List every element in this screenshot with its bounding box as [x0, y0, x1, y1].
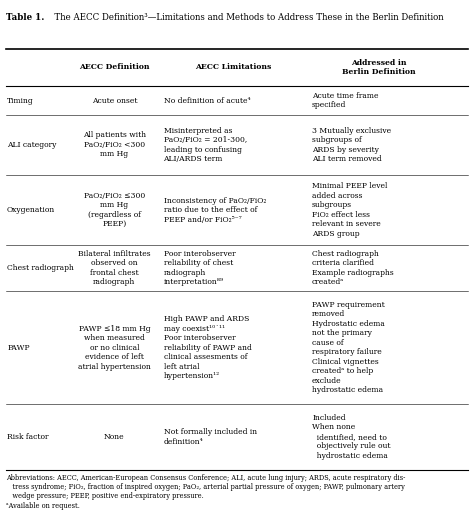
- Text: wedge pressure; PEEP, positive end-expiratory pressure.: wedge pressure; PEEP, positive end-expir…: [6, 492, 203, 501]
- Text: Table 1.: Table 1.: [6, 13, 44, 22]
- Text: AECC Definition: AECC Definition: [79, 63, 150, 71]
- Text: Risk factor: Risk factor: [7, 433, 49, 441]
- Text: PaO₂/FiO₂ ≤300
mm Hg
(regardless of
PEEP): PaO₂/FiO₂ ≤300 mm Hg (regardless of PEEP…: [84, 192, 145, 228]
- Text: All patients with
PaO₂/FiO₂ <300
mm Hg: All patients with PaO₂/FiO₂ <300 mm Hg: [83, 131, 146, 158]
- Text: ᵃAvailable on request.: ᵃAvailable on request.: [6, 502, 80, 510]
- Text: Bilateral infiltrates
observed on
frontal chest
radiograph: Bilateral infiltrates observed on fronta…: [78, 250, 151, 286]
- Text: Poor interobserver
reliability of chest
radiograph
interpretation⁸⁹: Poor interobserver reliability of chest …: [164, 250, 235, 286]
- Text: PAWP: PAWP: [7, 344, 30, 351]
- Text: Minimal PEEP level
added across
subgroups
FiO₂ effect less
relevant in severe
AR: Minimal PEEP level added across subgroup…: [312, 182, 387, 238]
- Text: Misinterpreted as
PaO₂/FiO₂ = 201-300,
leading to confusing
ALI/ARDS term: Misinterpreted as PaO₂/FiO₂ = 201-300, l…: [164, 126, 247, 163]
- Text: tress syndrome; FiO₂, fraction of inspired oxygen; PaO₂, arterial partial pressu: tress syndrome; FiO₂, fraction of inspir…: [6, 483, 405, 491]
- Text: Inconsistency of PaO₂/FiO₂
ratio due to the effect of
PEEP and/or FiO₂⁵⁻⁷: Inconsistency of PaO₂/FiO₂ ratio due to …: [164, 197, 266, 223]
- Text: 3 Mutually exclusive
subgroups of
ARDS by severity
ALI term removed: 3 Mutually exclusive subgroups of ARDS b…: [312, 126, 391, 163]
- Text: AECC Limitations: AECC Limitations: [195, 63, 272, 71]
- Text: The AECC Definition³—Limitations and Methods to Address These in the Berlin Defi: The AECC Definition³—Limitations and Met…: [50, 13, 443, 22]
- Text: None: None: [104, 433, 125, 441]
- Text: No definition of acute⁴: No definition of acute⁴: [164, 96, 250, 105]
- Text: Addressed in
Berlin Definition: Addressed in Berlin Definition: [342, 58, 416, 76]
- Text: PAWP ≤18 mm Hg
when measured
or no clinical
evidence of left
atrial hypertension: PAWP ≤18 mm Hg when measured or no clini…: [78, 325, 151, 370]
- Text: Timing: Timing: [7, 96, 34, 105]
- Text: Not formally included in
definition⁴: Not formally included in definition⁴: [164, 428, 256, 446]
- Text: Included
When none
  identified, need to
  objectively rule out
  hydrostatic ed: Included When none identified, need to o…: [312, 414, 391, 460]
- Text: Abbreviations: AECC, American-European Consensus Conference; ALI, acute lung inj: Abbreviations: AECC, American-European C…: [6, 474, 405, 482]
- Text: Chest radiograph: Chest radiograph: [7, 264, 74, 272]
- Text: ALI category: ALI category: [7, 141, 56, 149]
- Text: Chest radiograph
criteria clarified
Example radiographs
createdᵃ: Chest radiograph criteria clarified Exam…: [312, 250, 394, 286]
- Text: PAWP requirement
removed
Hydrostatic edema
not the primary
cause of
respiratory : PAWP requirement removed Hydrostatic ede…: [312, 301, 385, 394]
- Text: Acute onset: Acute onset: [91, 96, 137, 105]
- Text: Oxygenation: Oxygenation: [7, 206, 55, 214]
- Text: Acute time frame
specified: Acute time frame specified: [312, 92, 379, 109]
- Text: High PAWP and ARDS
may coexist¹⁰˙¹¹
Poor interobserver
reliability of PAWP and
c: High PAWP and ARDS may coexist¹⁰˙¹¹ Poor…: [164, 315, 251, 380]
